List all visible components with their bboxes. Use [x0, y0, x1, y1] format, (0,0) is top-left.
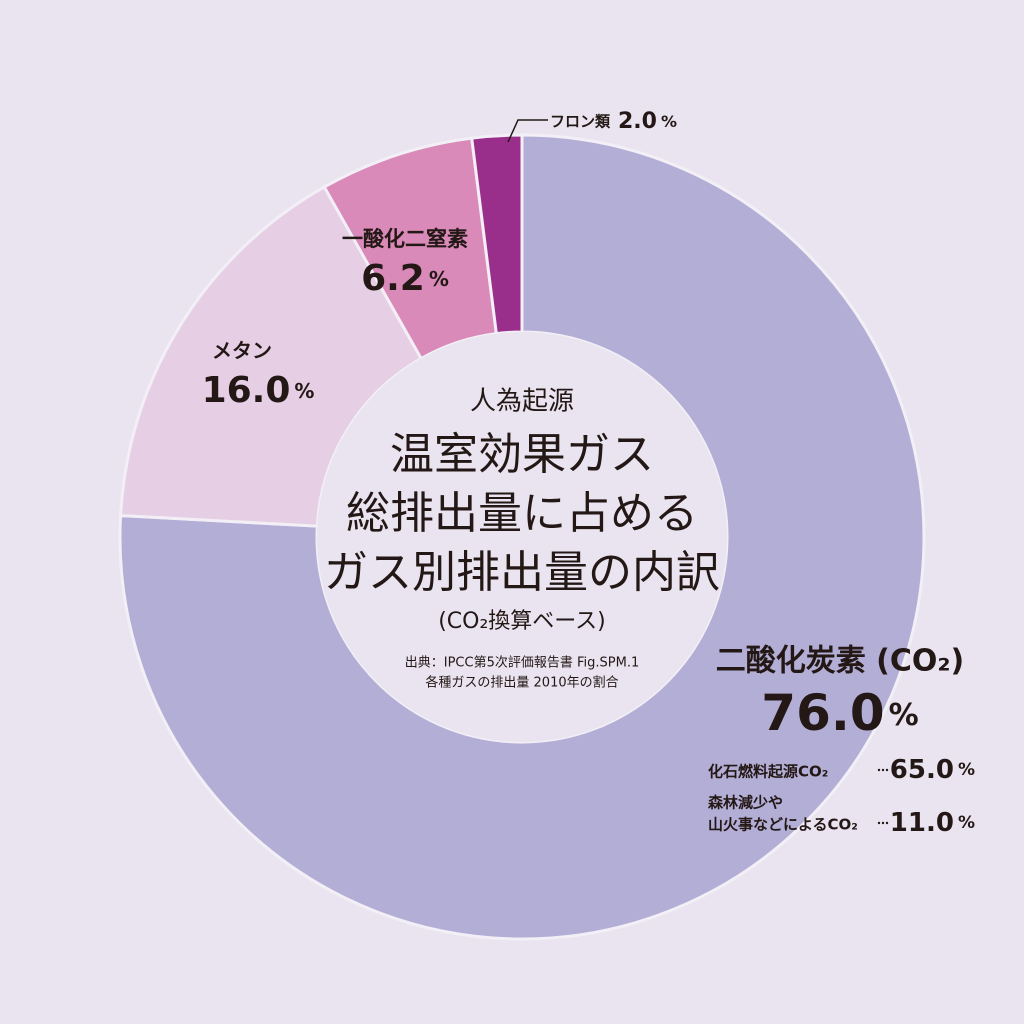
source: 各種ガスの排出量 2010年の割合: [425, 675, 618, 691]
leader-dot: [885, 768, 889, 772]
value-label: 2.0%: [618, 109, 677, 134]
leader-dot: [885, 821, 889, 825]
value-label: 16.0%: [202, 370, 315, 411]
title-line: 人為起源: [470, 387, 574, 417]
leader-dot: [877, 821, 881, 825]
title-line: ガス別排出量の内訳: [324, 547, 720, 598]
donut-hole: [317, 332, 727, 742]
category-label: 二酸化炭素 (CO₂): [716, 644, 965, 679]
source: 出典：IPCC第5次評価報告書 Fig.SPM.1: [405, 655, 639, 671]
leader-dot: [881, 768, 885, 772]
breakdown-label: 森林減少や: [708, 794, 783, 812]
leader-dot: [881, 821, 885, 825]
breakdown-value: 11.0%: [890, 808, 975, 838]
value-label: 6.2%: [361, 258, 449, 299]
title-line: 温室効果ガス: [390, 429, 654, 480]
category-label: フロン類: [550, 113, 611, 131]
subtitle: (CO₂換算ベース): [438, 609, 606, 634]
breakdown-label: 化石燃料起源CO₂: [708, 763, 828, 781]
breakdown-value: 65.0%: [890, 755, 975, 785]
breakdown-label: 山火事などによるCO₂: [708, 816, 858, 834]
value-label: 76.0%: [761, 684, 918, 742]
category-label: メタン: [212, 339, 272, 363]
title-line: 総排出量に占める: [346, 488, 698, 539]
category-label: 一酸化二窒素: [342, 227, 468, 251]
leader-line: [507, 119, 548, 143]
leader-dot: [877, 768, 881, 772]
